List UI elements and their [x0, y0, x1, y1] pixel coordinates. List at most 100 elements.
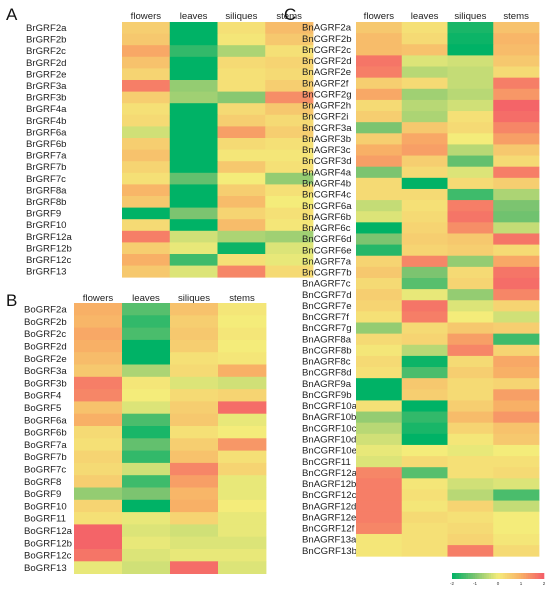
heatmap-cell — [74, 549, 123, 562]
panel-label: C — [284, 5, 296, 24]
heatmap-cell — [356, 200, 403, 212]
heatmap-cell — [74, 389, 123, 402]
legend-swatch — [516, 573, 519, 579]
row-label: BnCGRF2g — [302, 89, 352, 100]
heatmap-cell — [122, 149, 171, 162]
heatmap-cell — [493, 367, 540, 379]
heatmap-cell — [122, 230, 171, 243]
heatmap-cell — [265, 91, 314, 104]
heatmap-cell — [401, 166, 448, 179]
heatmap-cell — [401, 188, 448, 201]
heatmap-cell — [356, 533, 403, 546]
heatmap-cell — [356, 489, 403, 501]
heatmap-cell — [493, 322, 540, 335]
heatmap-cell — [447, 166, 494, 179]
heatmap-cell — [122, 56, 171, 69]
row-label: BrGRF7b — [26, 162, 67, 173]
heatmap-cell — [169, 230, 218, 243]
heatmap-cell — [122, 364, 171, 378]
heatmap-cell — [122, 126, 171, 139]
heatmap-cell — [401, 277, 448, 290]
heatmap-cell — [218, 364, 267, 378]
heatmap-cell — [122, 242, 171, 255]
heatmap-cell — [122, 265, 171, 278]
heatmap-cell — [447, 355, 494, 368]
heatmap-cell — [493, 411, 540, 424]
heatmap-cell — [493, 533, 540, 546]
heatmap-cell — [356, 367, 403, 379]
heatmap-cell — [493, 188, 540, 201]
heatmap-cell — [356, 522, 403, 535]
legend-swatch — [525, 573, 529, 579]
heatmap-cell — [74, 561, 123, 574]
row-label: BnCGRF7g — [302, 323, 352, 334]
row-label: BnAGRF2h — [302, 101, 351, 112]
column-header-leaves: leaves — [132, 293, 160, 304]
heatmap-cell — [447, 500, 494, 513]
row-label: BoGRF4 — [24, 391, 62, 402]
heatmap-cell — [170, 487, 219, 501]
heatmap-cell — [356, 133, 403, 145]
heatmap-cell — [217, 68, 266, 81]
heatmap-cell — [356, 511, 403, 524]
row-label: BnCGRF12a — [302, 468, 358, 479]
heatmap-cell — [122, 196, 171, 208]
heatmap-cell — [401, 289, 448, 301]
heatmap-cell — [447, 88, 494, 101]
heatmap-cell — [265, 68, 314, 81]
heatmap-cell — [447, 244, 494, 257]
heatmap-cell — [170, 303, 219, 316]
heatmap-cell — [74, 401, 123, 415]
heatmap-cell — [447, 255, 494, 268]
row-label: BrGRF3a — [26, 81, 67, 92]
heatmap-cell — [218, 315, 267, 328]
heatmap-cell — [356, 289, 403, 301]
row-label: BrGRF2a — [26, 23, 67, 34]
row-label: BoGRF3a — [24, 366, 67, 377]
heatmap-cell — [447, 200, 494, 212]
heatmap-cell — [401, 522, 448, 535]
heatmap-cell — [401, 244, 448, 257]
heatmap-cell — [265, 114, 314, 127]
heatmap-cell — [218, 401, 267, 415]
heatmap-cell — [218, 413, 267, 427]
heatmap-cell — [493, 222, 540, 234]
heatmap-cell — [218, 536, 267, 550]
heatmap-cell — [447, 55, 494, 67]
heatmap-cell — [447, 66, 494, 79]
heatmap-cell — [401, 222, 448, 234]
heatmap-cell — [356, 77, 403, 90]
row-label: BnCGRF2i — [302, 112, 348, 123]
legend-swatch — [465, 573, 469, 579]
heatmap-cell — [401, 545, 448, 557]
heatmap-cell — [74, 315, 123, 328]
heatmap-cell — [218, 352, 267, 365]
heatmap-cell — [217, 126, 266, 139]
heatmap-cell — [122, 549, 171, 562]
heatmap-cell — [493, 444, 540, 457]
row-label: BnAGRF3b — [302, 134, 351, 145]
heatmap-cell — [447, 344, 494, 357]
row-label: BnCGRF2b — [302, 34, 352, 45]
heatmap-cell — [356, 266, 403, 279]
heatmap-cell — [493, 200, 540, 212]
heatmap-cell — [401, 33, 448, 45]
heatmap-cell — [122, 219, 171, 232]
heatmap-cell — [401, 22, 448, 34]
row-label: BrGRF2e — [26, 69, 67, 80]
row-label: BrGRF12b — [26, 243, 72, 254]
legend-swatch — [498, 573, 501, 579]
heatmap-cell — [122, 327, 171, 341]
heatmap-cell — [74, 438, 123, 451]
legend-tick: -1 — [473, 581, 477, 586]
heatmap-cell — [356, 300, 403, 312]
row-label: BnCGRF8b — [302, 345, 352, 356]
heatmap-cell — [217, 207, 266, 220]
heatmap-cell — [447, 122, 494, 134]
heatmap-cell — [265, 265, 314, 278]
heatmap-cell — [493, 333, 540, 346]
heatmap-cell — [265, 207, 314, 220]
heatmap-cell — [493, 122, 540, 134]
legend-swatch — [484, 573, 487, 579]
heatmap-cell — [493, 44, 540, 56]
